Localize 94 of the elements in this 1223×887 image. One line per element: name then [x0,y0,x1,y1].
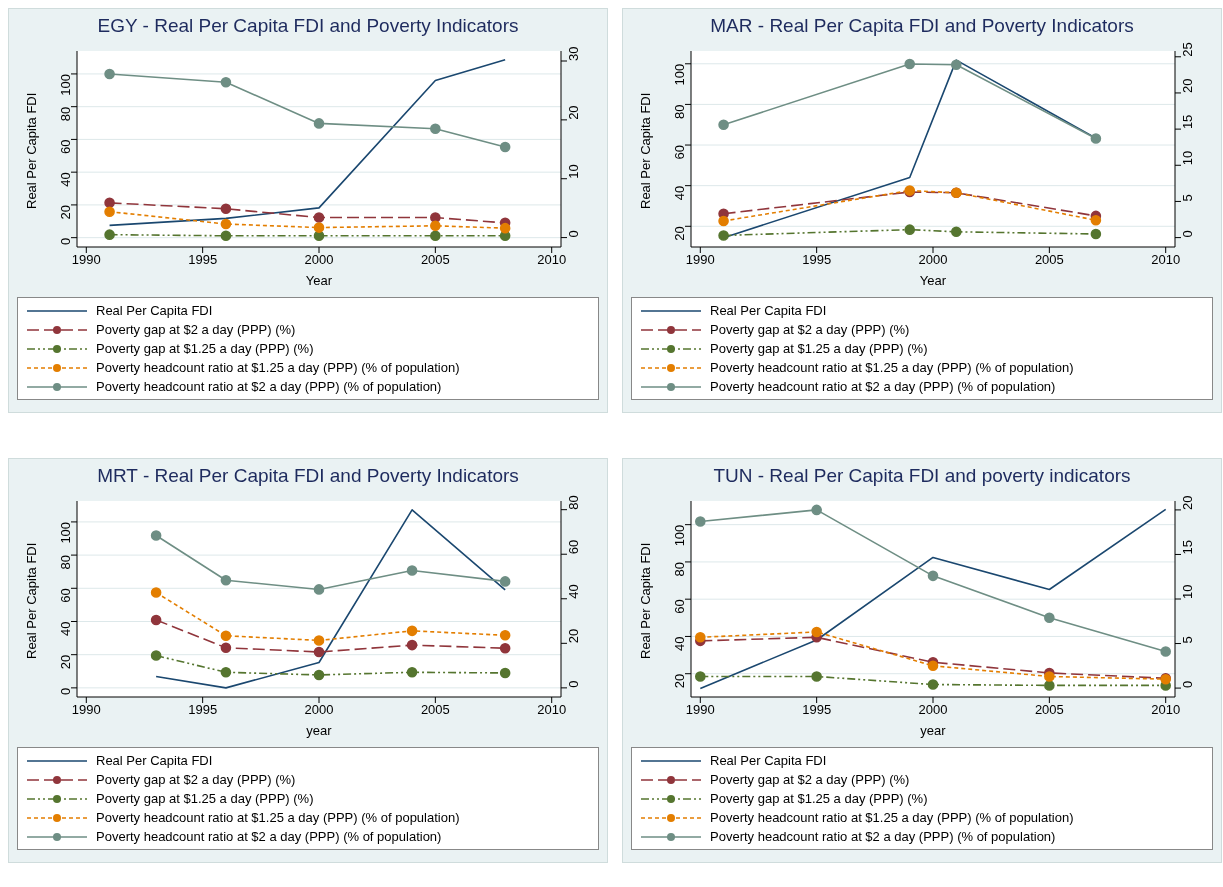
x-tick-label: 1995 [188,702,218,718]
legend-label: Poverty headcount ratio at $1.25 a day (PPP) (% of population) [710,810,1074,825]
y-tick-label: 80 [671,561,687,577]
y2-tick-label: 10 [1179,150,1195,166]
x-axis-title: Year [305,273,333,288]
y-tick-label: 60 [57,588,73,603]
y2-tick-label: 10 [565,164,581,179]
y-tick-label: 20 [57,654,73,670]
y-tick-label: 100 [57,73,73,96]
y2-tick-label: 25 [1179,42,1195,57]
legend-label: Poverty gap at $1.25 a day (PPP) (%) [96,791,314,806]
y2-tick-label: 0 [1179,680,1195,689]
y2-tick-label: 40 [565,584,581,599]
legend-label: Poverty headcount ratio at $2 a day (PPP) (% of population) [96,379,442,394]
legend-label: Real Per Capita FDI [96,303,213,318]
y-axis-title: Real Per Capita FDI [637,92,653,209]
x-tick-label: 2000 [918,702,948,718]
x-tick-label: 2005 [1034,252,1064,268]
y2-tick-label: 20 [1179,495,1195,510]
chart-title: EGY - Real Per Capita FDI and Poverty Indicators [96,15,520,38]
y2-tick-label: 0 [565,230,581,238]
x-tick-label: 1990 [71,702,101,718]
y-tick-label: 40 [57,621,73,636]
x-axis-title: Year [919,273,947,288]
y-tick-label: 40 [671,185,687,201]
legend-label: Poverty headcount ratio at $1.25 a day (PPP) (% of population) [710,360,1074,375]
chart-title: MRT - Real Per Capita FDI and Poverty Indicators [96,465,520,488]
y2-tick-label: 30 [565,46,581,62]
legend-label: Poverty gap at $2 a day (PPP) (%) [96,322,296,337]
legend-label: Poverty gap at $2 a day (PPP) (%) [710,772,910,787]
chart-title: MAR - Real Per Capita FDI and Poverty Indicators [709,15,1135,38]
legend-label: Poverty headcount ratio at $2 a day (PPP) (% of population) [710,379,1056,394]
y2-tick-label: 15 [1179,114,1195,130]
y-tick-label: 80 [57,106,73,122]
x-axis-title: year [920,723,947,738]
legend-label: Poverty gap at $2 a day (PPP) (%) [96,772,296,787]
y-axis-title: Real Per Capita FDI [23,92,39,209]
x-tick-label: 2000 [304,702,334,718]
y-tick-label: 80 [671,104,687,119]
x-tick-label: 2010 [537,702,567,718]
y-axis-title: Real Per Capita FDI [637,542,653,659]
legend-label: Poverty headcount ratio at $1.25 a day (PPP) (% of population) [96,810,460,825]
y2-tick-label: 5 [1179,636,1195,644]
legend-label: Poverty headcount ratio at $2 a day (PPP) (% of population) [96,829,442,844]
x-tick-label: 1990 [685,252,715,268]
legend-label: Poverty headcount ratio at $2 a day (PPP) (% of population) [710,829,1056,844]
legend-label: Real Per Capita FDI [710,753,827,768]
x-tick-label: 2010 [1151,702,1181,718]
x-tick-label: 2010 [537,252,567,268]
y-tick-label: 100 [671,63,687,86]
x-tick-label: 2005 [1034,702,1064,718]
y2-tick-label: 0 [565,680,581,688]
x-tick-label: 2010 [1151,252,1181,268]
legend-label: Poverty gap at $2 a day (PPP) (%) [710,322,910,337]
y-tick-label: 20 [671,673,687,689]
y2-tick-label: 80 [565,495,581,510]
x-tick-label: 2000 [918,252,948,268]
legend-label: Poverty gap at $1.25 a day (PPP) (%) [96,341,314,356]
y-tick-label: 60 [671,145,687,160]
y2-tick-label: 20 [565,105,581,120]
chart-title: TUN - Real Per Capita FDI and poverty indicators [712,465,1132,488]
legend-label: Real Per Capita FDI [710,303,827,318]
y2-tick-label: 15 [1179,539,1195,555]
legend-label: Real Per Capita FDI [96,753,213,768]
x-axis-title: year [306,723,333,738]
x-tick-label: 2000 [304,252,334,268]
x-tick-label: 1990 [685,702,715,718]
x-tick-label: 1995 [802,252,832,268]
x-tick-label: 2005 [420,702,450,718]
y-axis-title: Real Per Capita FDI [23,542,39,659]
y2-tick-label: 5 [1179,194,1195,202]
y-tick-label: 40 [671,636,687,651]
y-tick-label: 40 [57,172,73,187]
y2-tick-label: 10 [1179,584,1195,599]
legend-label: Poverty gap at $1.25 a day (PPP) (%) [710,341,928,356]
y-tick-label: 0 [57,687,73,696]
y-tick-label: 0 [57,237,73,245]
y2-tick-label: 0 [1179,230,1195,238]
y2-tick-label: 60 [565,539,581,555]
y-tick-label: 20 [57,204,73,220]
y-tick-label: 60 [57,139,73,154]
y-tick-label: 100 [57,521,73,544]
x-tick-label: 1995 [802,702,832,718]
y-tick-label: 60 [671,599,687,614]
y2-tick-label: 20 [565,628,581,644]
x-tick-label: 1995 [188,252,218,268]
legend-label: Poverty headcount ratio at $1.25 a day (PPP) (% of population) [96,360,460,375]
y2-tick-label: 20 [1179,78,1195,93]
x-tick-label: 2005 [420,252,450,268]
y-tick-label: 80 [57,555,73,570]
y-tick-label: 20 [671,226,687,241]
x-tick-label: 1990 [71,252,101,268]
y-tick-label: 100 [671,524,687,547]
legend-label: Poverty gap at $1.25 a day (PPP) (%) [710,791,928,806]
